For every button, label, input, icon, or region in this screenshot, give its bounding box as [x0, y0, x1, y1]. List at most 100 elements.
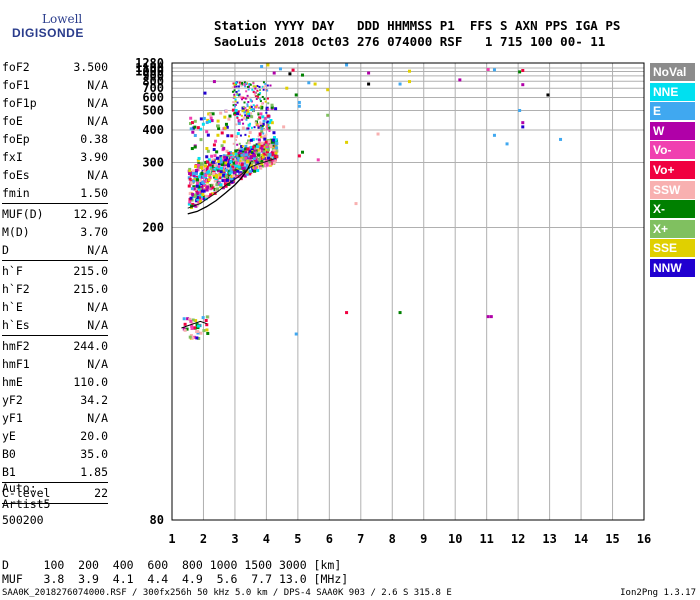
echo-point — [259, 112, 263, 116]
scatter-point — [260, 65, 264, 69]
echo-point — [240, 114, 243, 117]
echo-point — [224, 184, 228, 188]
echo-point — [252, 91, 255, 94]
echo-point — [241, 118, 244, 121]
echo-point — [257, 150, 261, 154]
echo-point — [216, 187, 220, 191]
echo-point — [242, 160, 245, 163]
echo-point — [249, 156, 253, 160]
echo-point — [209, 193, 213, 197]
echo-point — [209, 187, 213, 191]
echo-point — [198, 175, 202, 179]
y-tick-label: 400 — [142, 123, 164, 137]
scatter-point — [288, 72, 292, 76]
legend-item: W — [650, 121, 695, 140]
echo-point — [261, 85, 264, 88]
echo-point — [252, 104, 255, 107]
param-label: foF1 — [2, 78, 30, 92]
ionospheric-parameters: foF2 3.500 foF1 N/A foF1p N/A foE N/A foEp 0.38 fx… — [2, 58, 108, 505]
echo-point — [206, 185, 210, 189]
scatter-point — [521, 121, 525, 125]
echo-point — [241, 81, 244, 84]
echo-point — [204, 175, 208, 179]
y-tick-label: 1100 — [135, 61, 164, 75]
echo-point — [259, 166, 263, 170]
echo-point — [241, 110, 244, 113]
echo-point — [247, 127, 250, 130]
echo-point — [242, 156, 246, 160]
echo-point — [242, 116, 246, 120]
param-value: 0.38 — [80, 132, 108, 146]
echo-point — [245, 170, 249, 174]
scatter-point — [345, 140, 349, 144]
echo-point — [213, 168, 217, 172]
echo-point — [227, 117, 231, 121]
legend-item: SSW — [650, 180, 695, 199]
y-tick-label: 700 — [142, 81, 164, 95]
echo-point — [196, 158, 200, 162]
y-tick-label: 200 — [142, 221, 164, 235]
echo-point — [194, 186, 198, 190]
echo-point — [234, 103, 237, 106]
echo-point — [193, 195, 197, 199]
x-tick-label: 11 — [479, 532, 493, 546]
param-row: MUF(D) 12.96 — [2, 205, 108, 223]
echo-point — [226, 162, 230, 166]
echo-point — [256, 153, 260, 157]
echo-point — [247, 111, 250, 114]
echo-point — [210, 154, 214, 158]
scatter-point — [282, 125, 286, 129]
param-row: yF2 34.2 — [2, 391, 108, 409]
echo-point — [265, 148, 268, 151]
echo-point — [271, 151, 275, 155]
echo-point — [197, 200, 201, 204]
scatter-point — [326, 88, 330, 92]
echo-point — [192, 187, 196, 191]
echo-point — [223, 178, 227, 182]
param-row: yF1 N/A — [2, 409, 108, 427]
echo-point — [266, 139, 270, 143]
echo-point — [217, 162, 221, 166]
scatter-point — [546, 93, 550, 97]
echo-point — [229, 154, 233, 158]
echo-point — [189, 334, 193, 338]
digisonde-logo: Lowell DIGISONDE — [4, 4, 83, 46]
echo-point — [202, 195, 206, 199]
echo-point — [205, 315, 209, 319]
echo-point — [248, 83, 251, 86]
echo-point — [234, 100, 237, 103]
scatter-point — [408, 80, 411, 84]
echo-point — [261, 159, 265, 163]
echo-point — [240, 84, 243, 87]
echo-point — [188, 172, 192, 176]
echo-point — [231, 176, 235, 180]
echo-point — [264, 140, 268, 144]
echo-point — [195, 189, 199, 193]
echo-point — [232, 142, 235, 145]
param-value: 3.70 — [80, 225, 108, 239]
echo-point — [266, 120, 269, 123]
echo-point — [194, 165, 198, 169]
echo-point — [195, 175, 199, 179]
auto-code: 500200 — [2, 513, 44, 527]
x-tick-label: 15 — [605, 532, 619, 546]
echo-point — [195, 184, 199, 188]
param-value: N/A — [87, 300, 108, 314]
echo-point — [190, 324, 194, 328]
echo-point — [224, 158, 228, 162]
echo-point — [241, 148, 245, 152]
param-row: fmin 1.50 — [2, 184, 108, 202]
echo-point — [191, 192, 195, 196]
param-value: 1.50 — [80, 186, 108, 200]
echo-point — [251, 168, 255, 172]
echo-point — [238, 154, 242, 158]
scatter-point — [266, 63, 270, 67]
echo-point — [244, 144, 248, 148]
echo-point — [197, 194, 201, 198]
logo-line1: Lowell — [42, 12, 83, 26]
param-row: foEp 0.38 — [2, 130, 108, 148]
echo-point — [190, 187, 194, 191]
echo-point — [191, 171, 195, 175]
echo-point — [233, 105, 236, 108]
echo-point — [231, 90, 234, 93]
